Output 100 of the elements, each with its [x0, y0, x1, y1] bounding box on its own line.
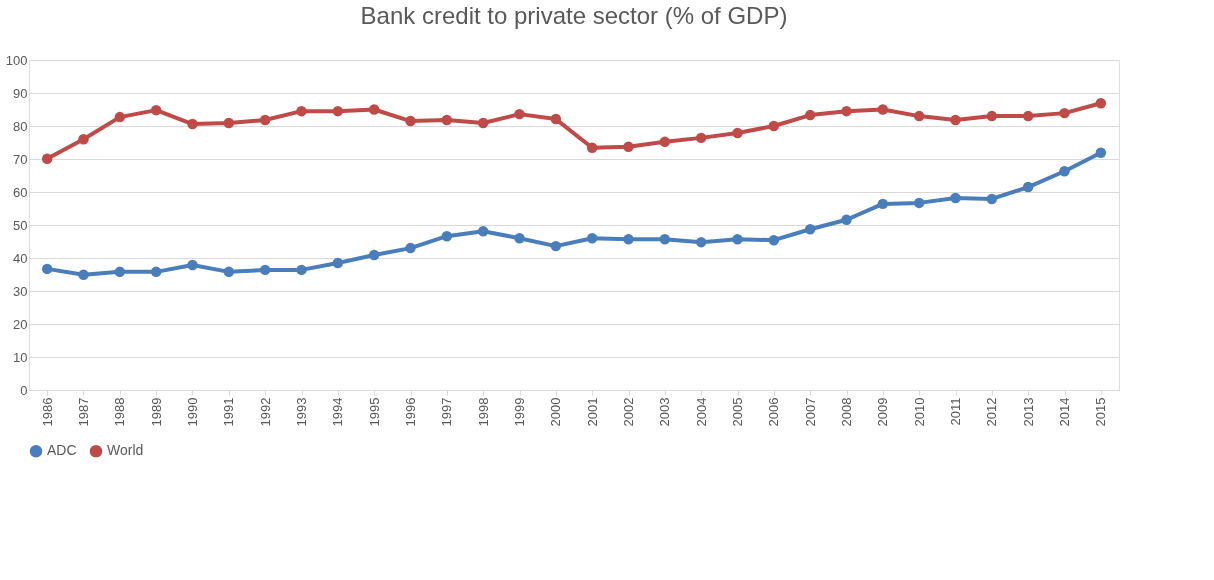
x-tick-label: 1990 [185, 397, 200, 427]
point [659, 233, 671, 245]
point [986, 110, 998, 122]
point [441, 114, 453, 126]
point [405, 242, 416, 254]
point [259, 114, 271, 126]
point [550, 113, 562, 125]
point [1022, 181, 1034, 193]
chart-title: Bank credit to private sector (% of GDP) [360, 2, 788, 29]
y-tick-label: 0 [20, 382, 28, 398]
x-tick-label: 2005 [730, 397, 745, 427]
point [150, 266, 162, 278]
point [114, 266, 126, 278]
y-tick-label: 80 [13, 118, 28, 134]
point [586, 232, 598, 244]
x-tick-label: 2003 [657, 397, 673, 427]
point [41, 263, 53, 275]
point [804, 109, 816, 121]
point [768, 120, 780, 132]
x-tick-label: 1995 [366, 397, 382, 427]
point [223, 117, 235, 129]
x-tick-label: 2009 [875, 397, 891, 427]
point [695, 236, 707, 248]
point [41, 153, 53, 164]
x-tick-label: 1989 [148, 397, 164, 427]
point [332, 257, 344, 269]
point [877, 104, 889, 115]
x-tick-label: 1991 [221, 397, 237, 427]
point [78, 133, 89, 145]
x-tick-label: 1988 [112, 397, 128, 427]
point [913, 110, 925, 122]
legend-label: ADC [47, 442, 77, 459]
x-tick-label: 1994 [330, 397, 346, 427]
x-tick-label: 2007 [802, 397, 818, 427]
point [950, 192, 961, 204]
point [332, 105, 344, 117]
y-tick-label: 20 [13, 316, 28, 332]
x-tick-label: 2000 [548, 397, 564, 427]
point [259, 264, 271, 276]
x-tick-label: 2008 [839, 397, 854, 427]
x-tick-label: 1993 [294, 397, 309, 427]
point [78, 269, 89, 281]
point [296, 264, 307, 276]
y-tick-label: 40 [13, 250, 28, 266]
x-tick-label: 2011 [948, 397, 963, 426]
point [1095, 98, 1107, 109]
point [477, 226, 489, 237]
point [950, 114, 961, 126]
point [368, 104, 380, 115]
y-tick-label: 90 [13, 85, 28, 101]
point [841, 214, 852, 225]
point [223, 266, 235, 278]
point [514, 108, 525, 120]
x-tick-label: 2012 [984, 397, 1000, 427]
x-tick-label: 2010 [911, 397, 927, 427]
x-tick-label: 2001 [584, 397, 600, 427]
x-tick-label: 1996 [403, 397, 418, 427]
x-tick-label: 1998 [475, 397, 491, 427]
x-tick-label: 2006 [766, 397, 782, 427]
point [550, 240, 562, 252]
point [732, 233, 743, 245]
y-tick-label: 70 [13, 151, 28, 167]
y-tick-label: 50 [13, 217, 28, 233]
point [368, 249, 380, 261]
point [296, 105, 307, 117]
point [187, 259, 198, 271]
point [913, 197, 925, 209]
point [405, 115, 416, 127]
point [768, 234, 780, 246]
x-tick-label: 2015 [1093, 397, 1109, 427]
point [187, 118, 198, 130]
x-tick-label: 2014 [1057, 397, 1072, 427]
y-tick-label: 10 [13, 349, 28, 365]
y-tick-label: 60 [13, 184, 28, 200]
point [441, 230, 453, 242]
x-tick-label: 2013 [1020, 397, 1036, 427]
point [877, 198, 889, 210]
x-tick-label: 1986 [39, 397, 55, 427]
point [586, 142, 598, 154]
y-tick-label: 30 [13, 283, 28, 299]
point [986, 193, 998, 205]
point [1022, 110, 1034, 122]
point [1095, 147, 1107, 158]
x-tick-label: 1997 [439, 397, 455, 427]
point [1059, 107, 1070, 119]
point [1059, 165, 1070, 177]
y-tick-label: 100 [5, 52, 28, 68]
point [477, 117, 489, 129]
point [623, 233, 634, 245]
point [732, 127, 743, 139]
point [659, 136, 671, 148]
legend-label: World [107, 442, 144, 459]
point [695, 132, 707, 144]
x-tick-label: 2002 [621, 397, 636, 427]
x-tick-label: 1992 [257, 397, 273, 427]
x-tick-label: 1987 [76, 397, 91, 427]
point [804, 224, 816, 235]
point [514, 232, 525, 244]
x-tick-label: 2004 [693, 397, 709, 427]
point [623, 141, 634, 153]
